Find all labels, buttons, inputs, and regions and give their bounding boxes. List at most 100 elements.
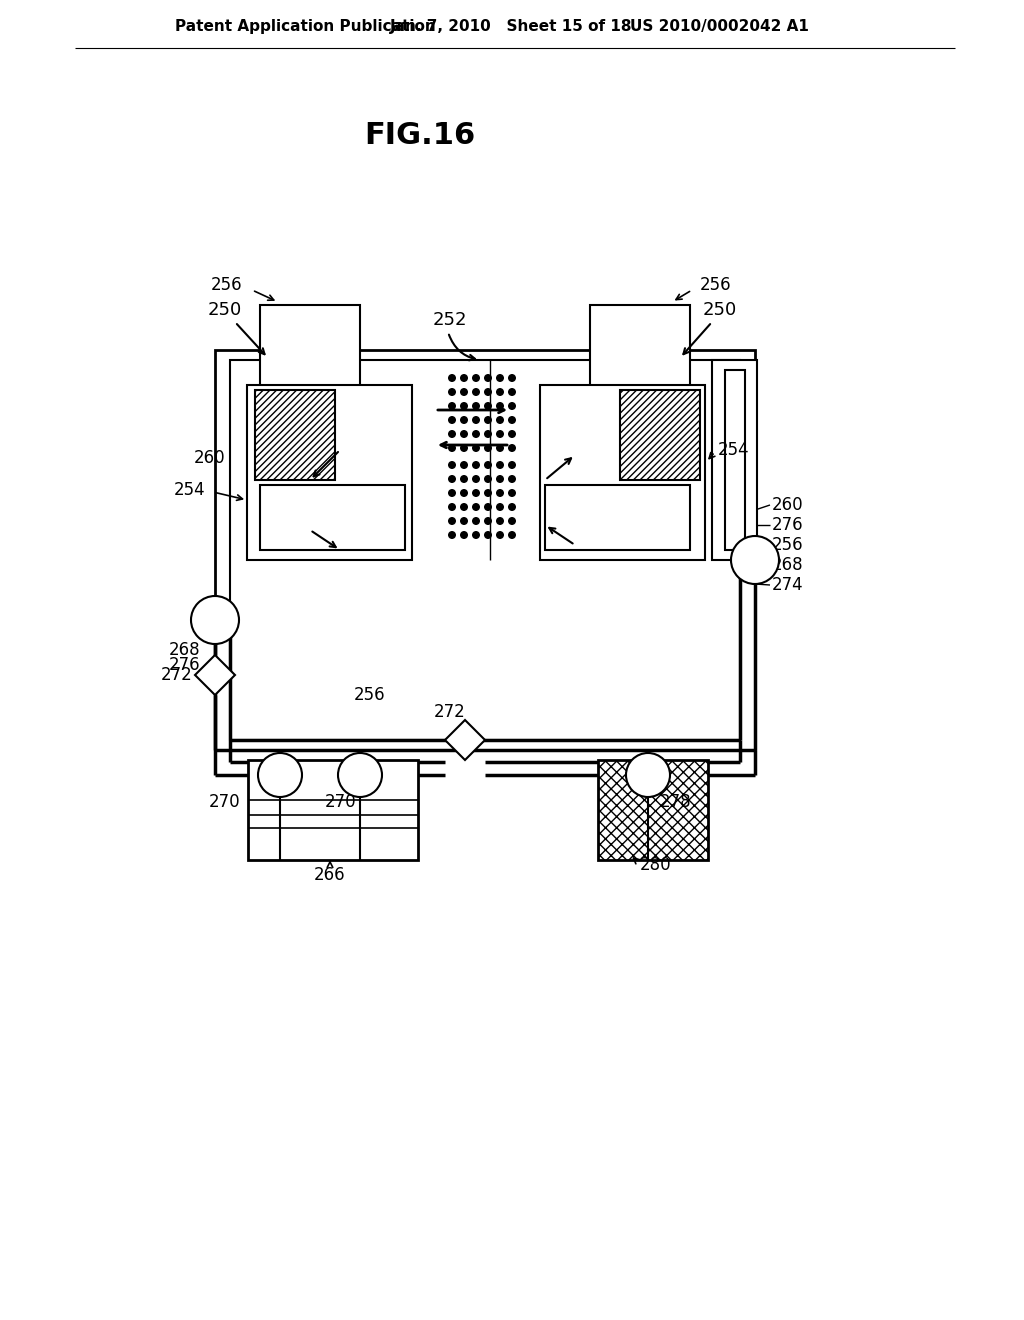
Text: V: V — [209, 611, 221, 630]
Text: 256: 256 — [772, 536, 804, 554]
Circle shape — [484, 444, 492, 451]
Circle shape — [460, 444, 468, 451]
Circle shape — [472, 475, 480, 483]
Circle shape — [460, 403, 468, 411]
Circle shape — [484, 488, 492, 498]
Circle shape — [460, 374, 468, 381]
Circle shape — [508, 374, 516, 381]
Text: 260: 260 — [772, 496, 804, 513]
Circle shape — [731, 536, 779, 583]
Text: Jan. 7, 2010   Sheet 15 of 18: Jan. 7, 2010 Sheet 15 of 18 — [390, 20, 633, 34]
Circle shape — [449, 388, 456, 396]
Circle shape — [508, 388, 516, 396]
Circle shape — [484, 374, 492, 381]
Circle shape — [472, 531, 480, 539]
Circle shape — [460, 503, 468, 511]
Text: 278: 278 — [660, 793, 691, 810]
Bar — [248, 760, 418, 861]
Circle shape — [626, 752, 670, 797]
Bar — [598, 760, 708, 861]
Circle shape — [496, 531, 504, 539]
Bar — [260, 305, 360, 389]
Circle shape — [460, 517, 468, 525]
Circle shape — [460, 430, 468, 438]
Bar — [215, 350, 755, 750]
Circle shape — [484, 388, 492, 396]
Circle shape — [484, 517, 492, 525]
Circle shape — [449, 444, 456, 451]
Circle shape — [472, 488, 480, 498]
Circle shape — [496, 475, 504, 483]
Bar — [725, 370, 745, 550]
Circle shape — [460, 388, 468, 396]
Circle shape — [449, 416, 456, 424]
Circle shape — [191, 597, 239, 644]
Circle shape — [472, 388, 480, 396]
Circle shape — [496, 461, 504, 469]
Text: 266: 266 — [314, 866, 346, 884]
Polygon shape — [195, 655, 234, 696]
Circle shape — [496, 444, 504, 451]
Text: 268: 268 — [772, 556, 804, 574]
Text: 270: 270 — [208, 793, 240, 810]
Circle shape — [449, 488, 456, 498]
Text: 276: 276 — [168, 656, 200, 675]
Circle shape — [496, 403, 504, 411]
Circle shape — [472, 461, 480, 469]
Bar — [255, 389, 335, 480]
Text: P: P — [274, 766, 285, 784]
Circle shape — [472, 430, 480, 438]
Text: 250: 250 — [702, 301, 737, 319]
Circle shape — [508, 416, 516, 424]
Text: V: V — [750, 550, 761, 569]
Circle shape — [460, 461, 468, 469]
Text: 254: 254 — [718, 441, 750, 459]
Polygon shape — [445, 719, 485, 760]
Text: 256: 256 — [210, 276, 242, 294]
Circle shape — [508, 430, 516, 438]
Circle shape — [338, 752, 382, 797]
Bar — [545, 484, 690, 550]
Circle shape — [449, 475, 456, 483]
Bar — [590, 305, 690, 389]
Bar — [247, 385, 412, 560]
Circle shape — [496, 416, 504, 424]
Circle shape — [496, 488, 504, 498]
Circle shape — [484, 416, 492, 424]
Circle shape — [449, 517, 456, 525]
Circle shape — [472, 374, 480, 381]
Circle shape — [496, 388, 504, 396]
Circle shape — [484, 475, 492, 483]
Text: 256: 256 — [700, 276, 731, 294]
Circle shape — [496, 374, 504, 381]
Text: 270: 270 — [325, 793, 356, 810]
Circle shape — [472, 403, 480, 411]
Circle shape — [449, 374, 456, 381]
Text: P: P — [355, 766, 366, 784]
Circle shape — [508, 517, 516, 525]
Text: 256: 256 — [354, 686, 386, 704]
Text: 252: 252 — [433, 312, 467, 329]
Circle shape — [449, 531, 456, 539]
Bar — [230, 360, 740, 741]
Circle shape — [508, 444, 516, 451]
Circle shape — [449, 503, 456, 511]
Circle shape — [449, 461, 456, 469]
Text: P: P — [643, 766, 653, 784]
Text: Patent Application Publication: Patent Application Publication — [175, 20, 436, 34]
Circle shape — [460, 475, 468, 483]
Circle shape — [460, 531, 468, 539]
Text: 272: 272 — [161, 667, 193, 684]
Circle shape — [460, 488, 468, 498]
Circle shape — [472, 517, 480, 525]
Circle shape — [508, 488, 516, 498]
Bar — [540, 385, 705, 560]
Bar — [260, 484, 406, 550]
Circle shape — [508, 503, 516, 511]
Circle shape — [484, 461, 492, 469]
Circle shape — [508, 403, 516, 411]
Circle shape — [472, 444, 480, 451]
Circle shape — [496, 430, 504, 438]
Circle shape — [508, 531, 516, 539]
Text: 260: 260 — [194, 449, 225, 467]
